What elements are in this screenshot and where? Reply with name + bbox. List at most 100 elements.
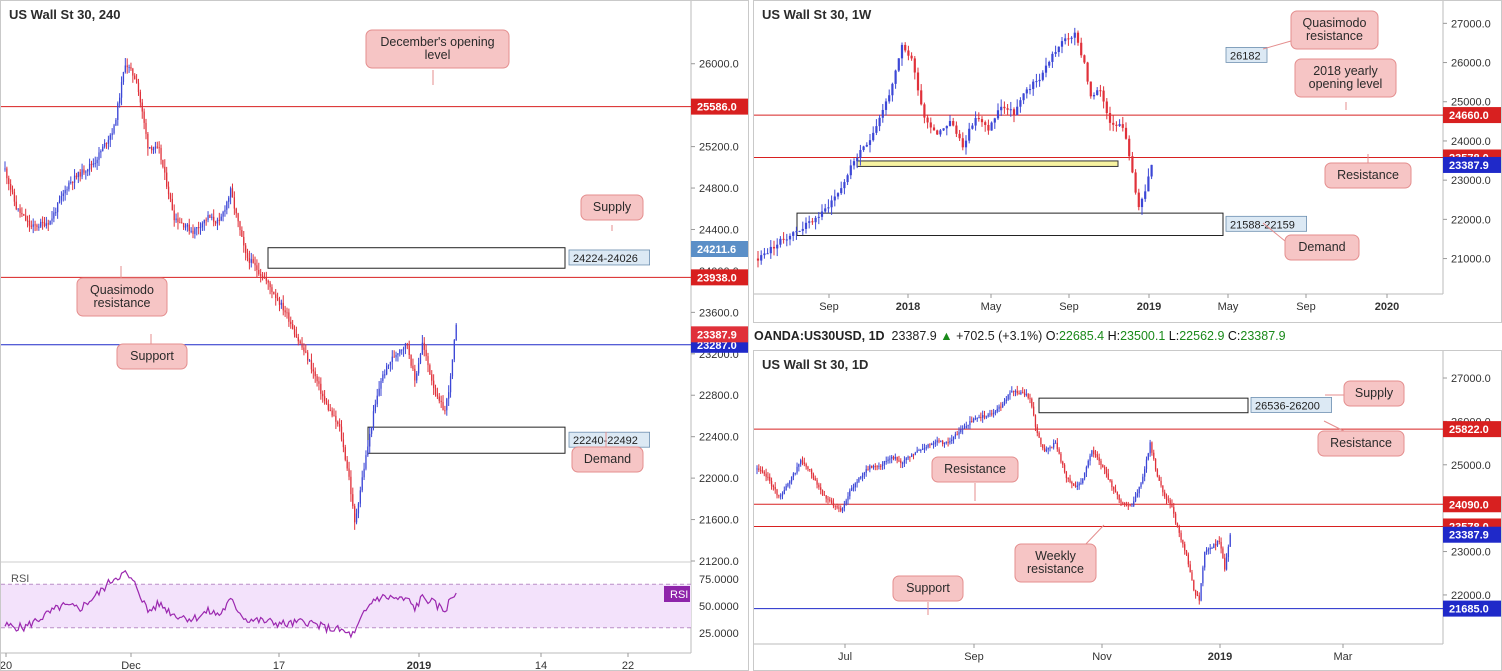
candle-body [875,126,878,133]
candle-body [1200,583,1202,601]
candle-body [972,418,975,422]
candle-body [436,394,439,397]
up-arrow-icon: ▲ [940,329,953,343]
candle-body [767,476,769,478]
candle-body [355,513,358,523]
callout-label: opening level [1309,77,1383,91]
candle-body [1071,481,1073,484]
candle-body [1224,558,1226,570]
candle-body [863,472,866,476]
candle-body [858,477,860,482]
candle-body [348,468,350,477]
zone-rect [1038,397,1249,414]
candle-body [976,418,978,420]
candle-body [993,118,996,123]
h4-chart-svg[interactable]: 26000.025600.025200.024800.024400.024000… [1,1,749,671]
x-tick-label: Mar [1334,651,1353,663]
candle-body [117,103,119,120]
candle-body [231,188,234,198]
candle-body [896,456,898,461]
candle-body [859,150,862,158]
x-tick-label: Sep [1059,301,1079,313]
candle-body [871,465,873,468]
callout: Resistance [1317,420,1405,457]
candle-body [925,447,927,449]
candle-body [243,236,245,246]
candle-body [192,230,194,234]
candle-body [1080,482,1082,484]
h4-chart-panel[interactable]: 26000.025600.025200.024800.024400.024000… [0,0,749,671]
weekly-chart-panel[interactable]: 27000.0 26000.0 25000.0 24000.0 23000.0 22000… [753,0,1502,323]
candle-body [1025,89,1028,94]
candle-body [1113,487,1115,490]
candle-body [845,500,847,504]
daily-chart-svg[interactable]: 27000.026000.025000.024000.023000.022000… [754,351,1502,671]
callout-box [76,277,168,317]
candle-body [854,483,856,488]
candle-body [1067,38,1070,40]
candle-body [811,221,814,223]
candle-body [1028,89,1032,91]
price-change: +702.5 (+3.1%) [956,329,1043,343]
candle-body [856,481,858,484]
candle-body [448,392,450,399]
candle-body [100,150,102,153]
candle-body [1140,483,1142,488]
candle-body [862,146,865,151]
candle-body [952,436,955,440]
candle-body [918,450,920,452]
candle-body [1216,540,1219,546]
y-tick-label: 24400.0 [699,224,739,236]
candle-body [1178,526,1180,533]
candle-body [1089,81,1092,97]
candle-body [184,226,187,228]
candle-body [798,230,801,232]
price-tag [1443,156,1501,173]
candle-body [152,148,155,151]
candle-body [1127,505,1129,507]
zone-label: 21588-22159 [1230,219,1295,231]
candle-body [1180,532,1182,541]
daily-chart-panel[interactable]: 27000.026000.025000.024000.023000.022000… [753,350,1502,671]
candle-body [367,446,369,456]
candle-body [1118,494,1120,500]
candle-body [342,439,345,448]
candle-body [960,429,962,433]
candle-body [228,197,230,202]
candle-body [794,472,796,474]
candle-body [40,221,42,227]
candle-body [23,214,25,216]
candle-body [1144,191,1147,199]
callout-box [931,456,1019,483]
candle-body [246,253,249,258]
candle-body [968,128,971,141]
candle-body [1078,483,1080,486]
candle-body [1218,540,1220,542]
candle-body [60,196,63,201]
candle-body [338,424,341,427]
candle-body [218,219,220,221]
candle-body [263,277,266,279]
low-value: 22562.9 [1179,329,1225,343]
weekly-chart-svg[interactable]: 27000.0 26000.0 25000.0 24000.0 23000.0 22000… [754,1,1502,323]
candle-body [417,363,420,374]
candle-body [1038,79,1041,82]
candle-body [1149,442,1151,454]
h4-chart-title: US Wall St 30, 240 [9,7,121,22]
callout-label: Resistance [1337,168,1399,182]
candle-body [254,262,256,266]
candle-body [134,75,136,80]
callout-pointer [1262,222,1286,242]
candle-body [840,188,843,194]
callout-label: Support [130,349,174,363]
candle-body [1036,426,1038,433]
candle-body [1102,90,1105,102]
x-tick-label: Sep [819,301,839,313]
candle-body [1171,504,1173,508]
candle-body [783,490,785,494]
candle-body [444,410,446,412]
candle-body [790,477,793,482]
candle-body [372,411,375,428]
candle-body [1009,392,1011,395]
